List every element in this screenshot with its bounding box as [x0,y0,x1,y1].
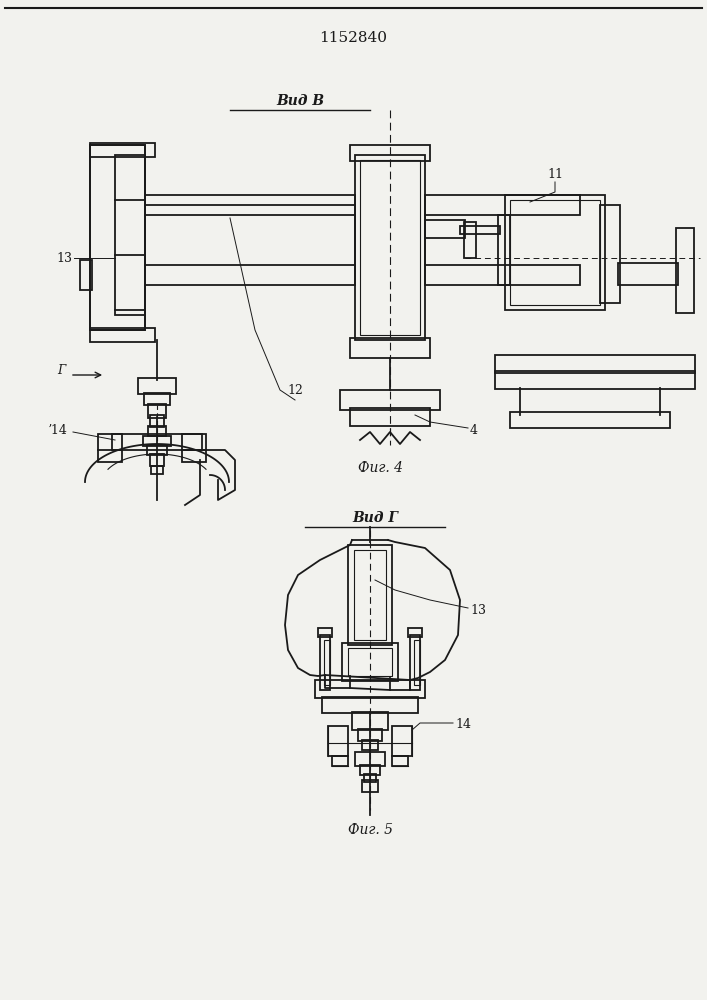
Bar [495,371,695,389]
Bar [352,712,388,730]
Bar [348,648,392,676]
Bar [90,145,145,330]
Bar [143,436,171,446]
Bar [676,228,694,313]
Bar [320,635,330,690]
Text: ʼ14: ʼ14 [48,424,68,436]
Bar [364,774,376,782]
Bar [355,155,425,340]
Text: 12: 12 [287,383,303,396]
Bar [138,378,176,394]
Bar [151,466,163,474]
Text: 1152840: 1152840 [319,31,387,45]
Bar [115,155,145,315]
Text: Фиг. 4: Фиг. 4 [358,461,402,475]
Bar [328,726,348,756]
Bar [510,200,600,305]
Bar [360,160,420,335]
Bar [324,640,330,685]
Bar [498,215,510,285]
Bar [340,390,440,410]
Text: 4: 4 [470,424,478,436]
Bar [148,404,166,418]
Bar [348,545,392,645]
Bar [318,628,332,637]
Bar [90,328,155,342]
Bar [362,740,378,750]
Text: Вид Г: Вид Г [352,511,398,525]
Bar [425,265,580,285]
Bar [147,445,167,455]
Bar [322,697,418,713]
Bar [354,550,386,640]
Bar [315,680,425,698]
Bar [600,205,620,303]
Bar [350,338,430,358]
Bar [150,415,164,427]
Text: 14: 14 [455,718,471,732]
Bar [98,434,122,462]
Bar [350,145,430,161]
Text: Фиг. 5: Фиг. 5 [348,823,392,837]
Bar [358,729,382,741]
Bar [355,752,385,766]
Bar [408,628,422,637]
Bar [332,756,348,766]
Bar [510,412,670,428]
Bar [350,408,430,426]
Bar [145,265,355,285]
Bar [425,220,465,238]
Text: Вид В: Вид В [276,94,324,108]
Bar [150,454,164,466]
Bar [618,263,678,285]
Bar [90,143,155,157]
Text: 13: 13 [470,603,486,616]
Text: 13: 13 [56,251,72,264]
Bar [182,434,206,462]
Bar [460,226,500,234]
Bar [145,195,355,215]
Bar [505,195,605,310]
Bar [362,780,378,792]
Bar [464,222,476,258]
Bar [410,635,420,690]
Bar [112,434,202,450]
Bar [144,393,170,405]
Bar [342,643,398,681]
Text: 11: 11 [547,168,563,182]
Bar [80,260,92,290]
Bar [425,195,580,215]
Bar [360,765,380,775]
Bar [392,726,412,756]
Bar [392,756,408,766]
Bar [148,426,166,436]
Bar [495,355,695,373]
Bar [414,640,420,685]
Text: Г: Г [57,363,65,376]
